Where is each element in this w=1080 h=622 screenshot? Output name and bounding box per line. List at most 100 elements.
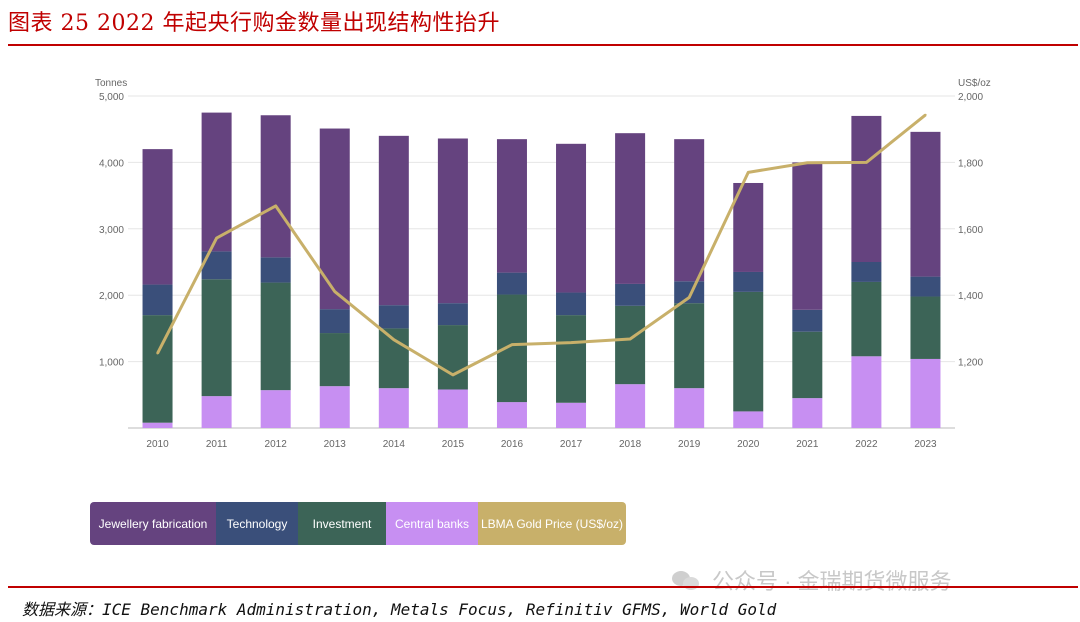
- bar-investment: [496, 294, 527, 403]
- right-tick-label: 1,200: [958, 358, 983, 369]
- right-tick-label: 1,600: [958, 225, 983, 236]
- bar-jewellery: [556, 143, 587, 293]
- bar-jewellery: [378, 135, 409, 306]
- x-tick-label: 2023: [914, 439, 937, 450]
- bar-central-banks: [733, 411, 764, 428]
- bar-central-banks: [319, 386, 350, 428]
- gold-price-point: [510, 343, 514, 346]
- gold-price-point: [392, 338, 396, 341]
- bar-central-banks: [556, 402, 587, 428]
- bar-jewellery: [792, 162, 823, 310]
- footer-divider: [8, 586, 1078, 588]
- bar-central-banks: [674, 388, 705, 428]
- bar-technology: [851, 262, 882, 282]
- bar-central-banks: [792, 398, 823, 428]
- bar-investment: [556, 315, 587, 403]
- x-tick-label: 2017: [560, 439, 583, 450]
- bar-technology: [260, 257, 291, 283]
- bar-central-banks: [910, 358, 941, 428]
- bar-jewellery: [437, 138, 468, 304]
- gold-price-point: [806, 161, 809, 164]
- left-tick-label: 1,000: [99, 358, 124, 369]
- x-tick-label: 2012: [265, 439, 288, 450]
- x-tick-label: 2011: [206, 439, 228, 450]
- chart-legend: Jewellery fabrication Technology Investm…: [90, 502, 626, 545]
- bar-central-banks: [260, 390, 291, 428]
- gold-price-point: [628, 337, 632, 341]
- gold-price-point: [687, 296, 691, 299]
- bar-investment: [674, 303, 705, 389]
- bar-jewellery: [496, 139, 527, 273]
- bar-jewellery: [319, 128, 350, 310]
- bar-jewellery: [260, 115, 291, 258]
- bar-investment: [851, 281, 882, 357]
- right-tick-label: 1,800: [958, 158, 983, 169]
- bar-technology: [556, 292, 587, 316]
- bar-investment: [615, 305, 646, 385]
- x-tick-label: 2015: [442, 439, 465, 450]
- bar-technology: [319, 309, 350, 334]
- chart: 1,000 2,000 3,000 4,000 5,000 Tonnes 1,200 1,40…: [95, 78, 991, 450]
- x-tick-label: 2022: [855, 439, 878, 450]
- page-title: 图表 25 2022 年起央行购金数量出现结构性抬升: [8, 11, 500, 36]
- bar-jewellery: [615, 133, 646, 284]
- bar-jewellery: [142, 149, 173, 285]
- bar-jewellery: [910, 131, 941, 277]
- bar-technology: [733, 271, 764, 292]
- wechat-icon: [672, 569, 702, 591]
- left-tick-label: 2,000: [99, 291, 124, 302]
- bar-technology: [792, 309, 823, 332]
- legend-item-jewellery: Jewellery fabrication: [90, 502, 216, 545]
- gold-price-point: [274, 204, 277, 208]
- left-axis-unit: Tonnes: [95, 78, 127, 89]
- x-tick-label: 2019: [678, 439, 701, 450]
- bar-technology: [142, 284, 173, 316]
- bar-investment: [910, 296, 941, 359]
- x-tick-label: 2013: [324, 439, 347, 450]
- gold-price-point: [747, 171, 750, 174]
- bar-investment: [201, 279, 232, 397]
- bar-central-banks: [851, 356, 882, 428]
- bar-central-banks: [437, 389, 468, 428]
- legend-item-technology: Technology: [216, 502, 298, 545]
- bar-investment: [437, 325, 468, 390]
- right-tick-label: 1,400: [958, 291, 983, 302]
- x-tick-label: 2021: [796, 439, 819, 450]
- bar-jewellery: [733, 182, 764, 272]
- left-tick-label: 4,000: [99, 158, 124, 169]
- bar-jewellery: [674, 139, 705, 282]
- legend-item-central-banks: Central banks: [386, 502, 478, 545]
- left-tick-label: 3,000: [99, 225, 124, 236]
- legend-item-gold-price: LBMA Gold Price (US$/oz): [478, 502, 626, 545]
- legend-item-investment: Investment: [298, 502, 386, 545]
- bar-investment: [792, 331, 823, 399]
- bar-central-banks: [615, 384, 646, 428]
- gold-price-point: [156, 352, 159, 355]
- bar-jewellery: [851, 115, 882, 262]
- right-tick-label: 2,000: [958, 92, 983, 103]
- bar-central-banks: [496, 402, 527, 428]
- bar-investment: [733, 291, 764, 412]
- bar-technology: [496, 272, 527, 295]
- left-tick-label: 5,000: [99, 92, 124, 103]
- x-tick-label: 2020: [737, 439, 760, 450]
- right-axis-unit: US$/oz: [958, 78, 991, 89]
- gold-price-point: [569, 341, 573, 344]
- bar-technology: [378, 305, 409, 329]
- gold-price-line: [156, 113, 927, 377]
- bar-technology: [674, 281, 705, 304]
- gold-price-point: [215, 236, 218, 240]
- title-divider: [8, 44, 1078, 46]
- bar-central-banks: [142, 422, 173, 428]
- x-tick-label: 2016: [501, 439, 524, 450]
- x-tick-label: 2014: [383, 439, 406, 450]
- bar-central-banks: [201, 396, 232, 428]
- gold-price-point: [865, 161, 868, 164]
- gold-price-point: [451, 373, 455, 377]
- watermark-text: 公众号 · 金瑞期货微服务: [712, 569, 952, 594]
- x-tick-label: 2018: [619, 439, 642, 450]
- bar-technology: [615, 283, 646, 306]
- x-tick-label: 2010: [146, 439, 169, 450]
- source-note: 数据来源：ICE Benchmark Administration, Metal…: [22, 600, 777, 619]
- bar-investment: [260, 282, 291, 391]
